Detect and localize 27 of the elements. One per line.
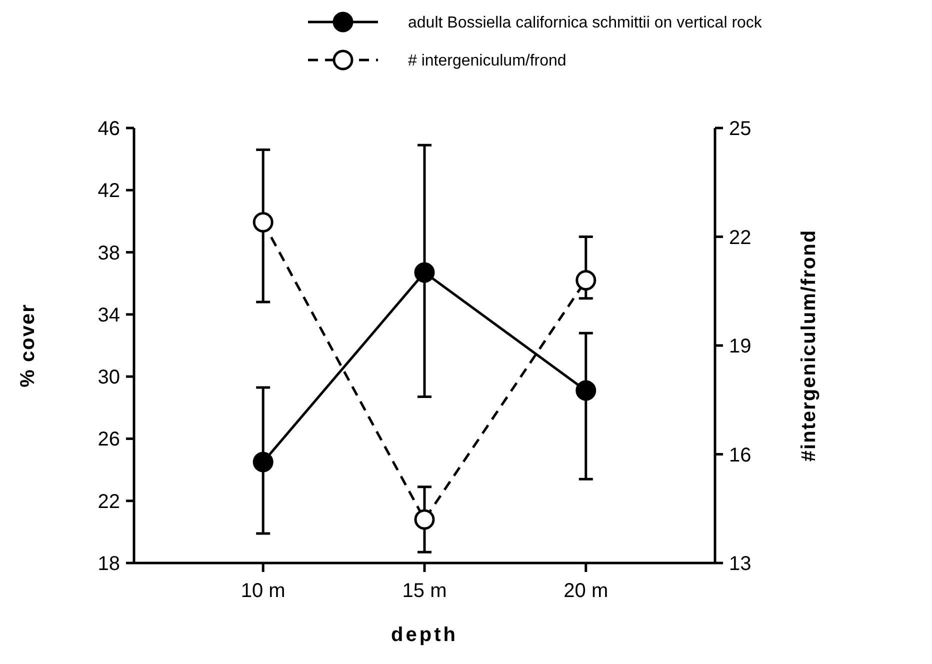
y-tick-label: 34	[98, 304, 120, 326]
point	[252, 212, 274, 232]
y2-tick-label: 22	[729, 226, 752, 249]
y-tick-label: 46	[98, 118, 120, 140]
y-tick-label: 22	[98, 490, 120, 513]
x-axis-title: depth	[391, 624, 458, 646]
y2-tick-label: 25	[729, 118, 752, 140]
point	[414, 509, 435, 530]
x-tick-label: 15 m	[402, 580, 447, 602]
y-axis-title: % cover	[17, 304, 39, 388]
point	[576, 380, 596, 401]
point	[576, 270, 596, 290]
y2-tick-label: 19	[729, 336, 752, 358]
y-tick-label: 38	[98, 242, 120, 264]
y2-axis-title: #intergeniculum/frond	[798, 229, 820, 462]
point	[252, 452, 274, 472]
legend-label: # intergeniculum/frond	[408, 52, 566, 70]
y-tick-label: 18	[98, 553, 120, 575]
y-tick-label: 42	[98, 180, 120, 202]
legend-label: adult Bossiella californica schmittii on vertical rock	[408, 14, 763, 32]
x-tick-label: 20 m	[564, 580, 608, 602]
x-tick-label: 10 m	[240, 580, 286, 602]
y-tick-label: 26	[98, 428, 120, 451]
y2-tick-label: 16	[729, 444, 752, 466]
point	[414, 262, 435, 283]
y2-tick-label: 13	[729, 553, 752, 575]
y-tick-label: 30	[98, 366, 120, 389]
